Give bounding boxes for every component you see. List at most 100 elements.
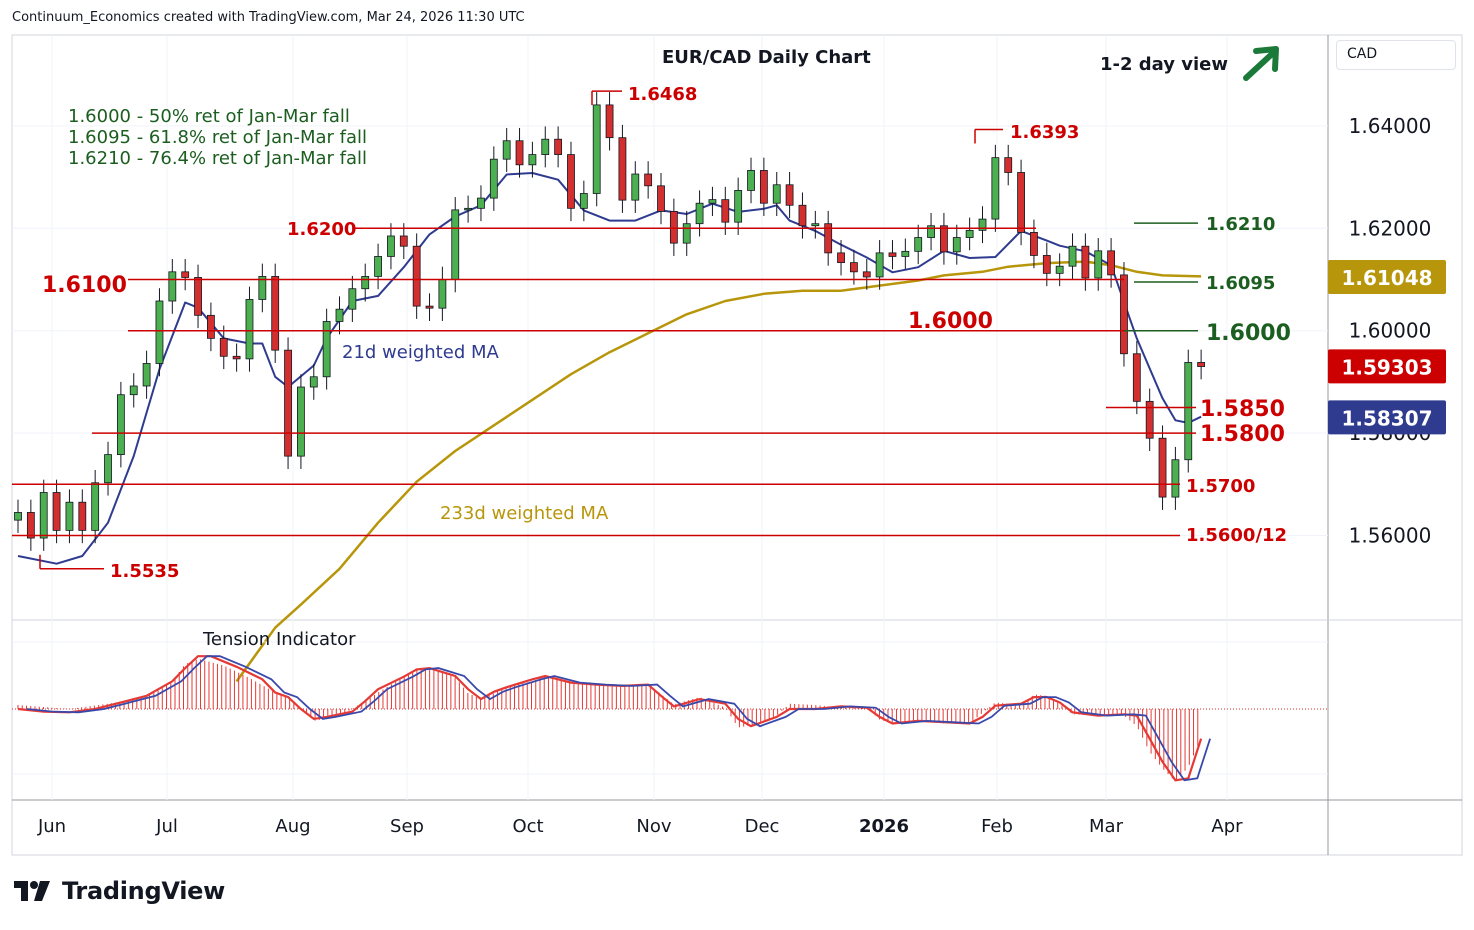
x-tick-label: Jul (155, 816, 178, 837)
candle (104, 441, 112, 496)
candle-body-up (978, 218, 987, 231)
candle-body-up (772, 184, 781, 204)
candle-body-down (850, 262, 858, 273)
candle-body-down (669, 211, 678, 244)
ma21-label: 21d weighted MA (342, 342, 499, 363)
ma233-line (235, 260, 1202, 683)
x-tick-label: Mar (1089, 816, 1124, 837)
price-badge-label: 1.61048 (1341, 266, 1432, 290)
level-label: 1.6100 (42, 273, 127, 298)
candle (258, 263, 267, 313)
candle (181, 259, 190, 291)
candle-body-up (322, 321, 331, 378)
indicator-label: Tension Indicator (202, 629, 356, 650)
tradingview-brand[interactable]: TradingView (14, 877, 225, 905)
candle (644, 161, 653, 199)
level-label: 1.6000 (908, 309, 993, 334)
candle (142, 350, 151, 399)
candle (451, 197, 460, 293)
candle (901, 238, 910, 270)
candle (78, 489, 87, 544)
candle-body-down (206, 314, 215, 339)
currency-selector[interactable]: CAD (1336, 40, 1456, 70)
candle-body-down (219, 337, 228, 357)
chart-title: EUR/CAD Daily Chart (662, 47, 871, 68)
candle-body-down (78, 501, 87, 531)
candle-body-up (464, 207, 473, 211)
candle-body-down (940, 225, 948, 253)
price-badge (1328, 260, 1446, 295)
candle-body-up (541, 138, 550, 155)
candle (1017, 159, 1025, 246)
candle (322, 308, 331, 390)
candle (991, 144, 1000, 232)
candle (438, 266, 447, 321)
x-tick-label: Aug (275, 816, 310, 837)
candle (798, 192, 807, 239)
candle (284, 337, 292, 469)
candle-body-up (91, 482, 100, 531)
candle-body-down (271, 276, 280, 351)
level-label: 1.6393 (1010, 122, 1079, 143)
candle-body-down (618, 137, 627, 201)
candle (837, 240, 845, 276)
candle-body-up (965, 229, 974, 238)
level-label: 1.5600/12 (1186, 525, 1287, 546)
candle-body-up (116, 394, 125, 456)
candle (52, 479, 61, 544)
fib-note: 1.6000 - 50% ret of Jan-Mar fall (68, 106, 350, 127)
candle-body-up (297, 386, 305, 457)
candle (26, 499, 35, 551)
fib-level-label: 1.6210 (1206, 214, 1275, 235)
candle (1068, 233, 1077, 279)
candle-body-up (875, 252, 884, 278)
candle (206, 302, 215, 352)
candle (116, 381, 125, 468)
candle-body-down (515, 140, 524, 166)
price-badge-label: 1.59303 (1341, 355, 1432, 379)
ma233-label: 233d weighted MA (440, 503, 609, 524)
x-tick-label: Sep (390, 816, 424, 837)
candle-body-down (759, 170, 768, 204)
candle (412, 233, 421, 319)
candle-body-up (309, 376, 318, 388)
candle (14, 499, 22, 533)
y-tick-label: 1.56000 (1349, 524, 1432, 548)
level-label: 1.5850 (1200, 397, 1285, 422)
y-tick-label: 1.60000 (1349, 319, 1432, 343)
candle (194, 264, 202, 329)
candle (1158, 425, 1167, 510)
candle-body-up (451, 209, 460, 280)
candle (657, 173, 665, 225)
candle (1120, 262, 1128, 367)
level-label: 1.6200 (287, 219, 356, 240)
candle-body-down (1107, 250, 1115, 276)
candle-body-up (39, 492, 48, 539)
candle (348, 275, 357, 322)
candle (232, 343, 241, 372)
candle-body-up (682, 223, 691, 244)
candle-body-down (284, 349, 292, 457)
candle-body-up (65, 501, 74, 531)
candle-body-down (605, 104, 614, 139)
candle-body-up (1184, 362, 1193, 461)
candle (734, 177, 743, 235)
candle-body-down (721, 199, 730, 223)
candle-body-up (477, 197, 485, 209)
x-tick-label: Oct (512, 816, 543, 837)
candle-body-up (374, 256, 382, 277)
candle (567, 141, 575, 222)
candle (219, 325, 228, 370)
candle-body-up (168, 271, 177, 302)
candle (489, 146, 498, 211)
candle-body-up (387, 235, 395, 257)
candle-body-up (708, 199, 717, 204)
candle-body-up (528, 154, 537, 166)
candle-body-up (991, 157, 1000, 220)
candle (631, 161, 640, 213)
price-badge (1328, 400, 1446, 435)
candle-body-up (952, 237, 961, 253)
candle-body-down (52, 492, 61, 531)
candle-body-down (232, 355, 241, 360)
